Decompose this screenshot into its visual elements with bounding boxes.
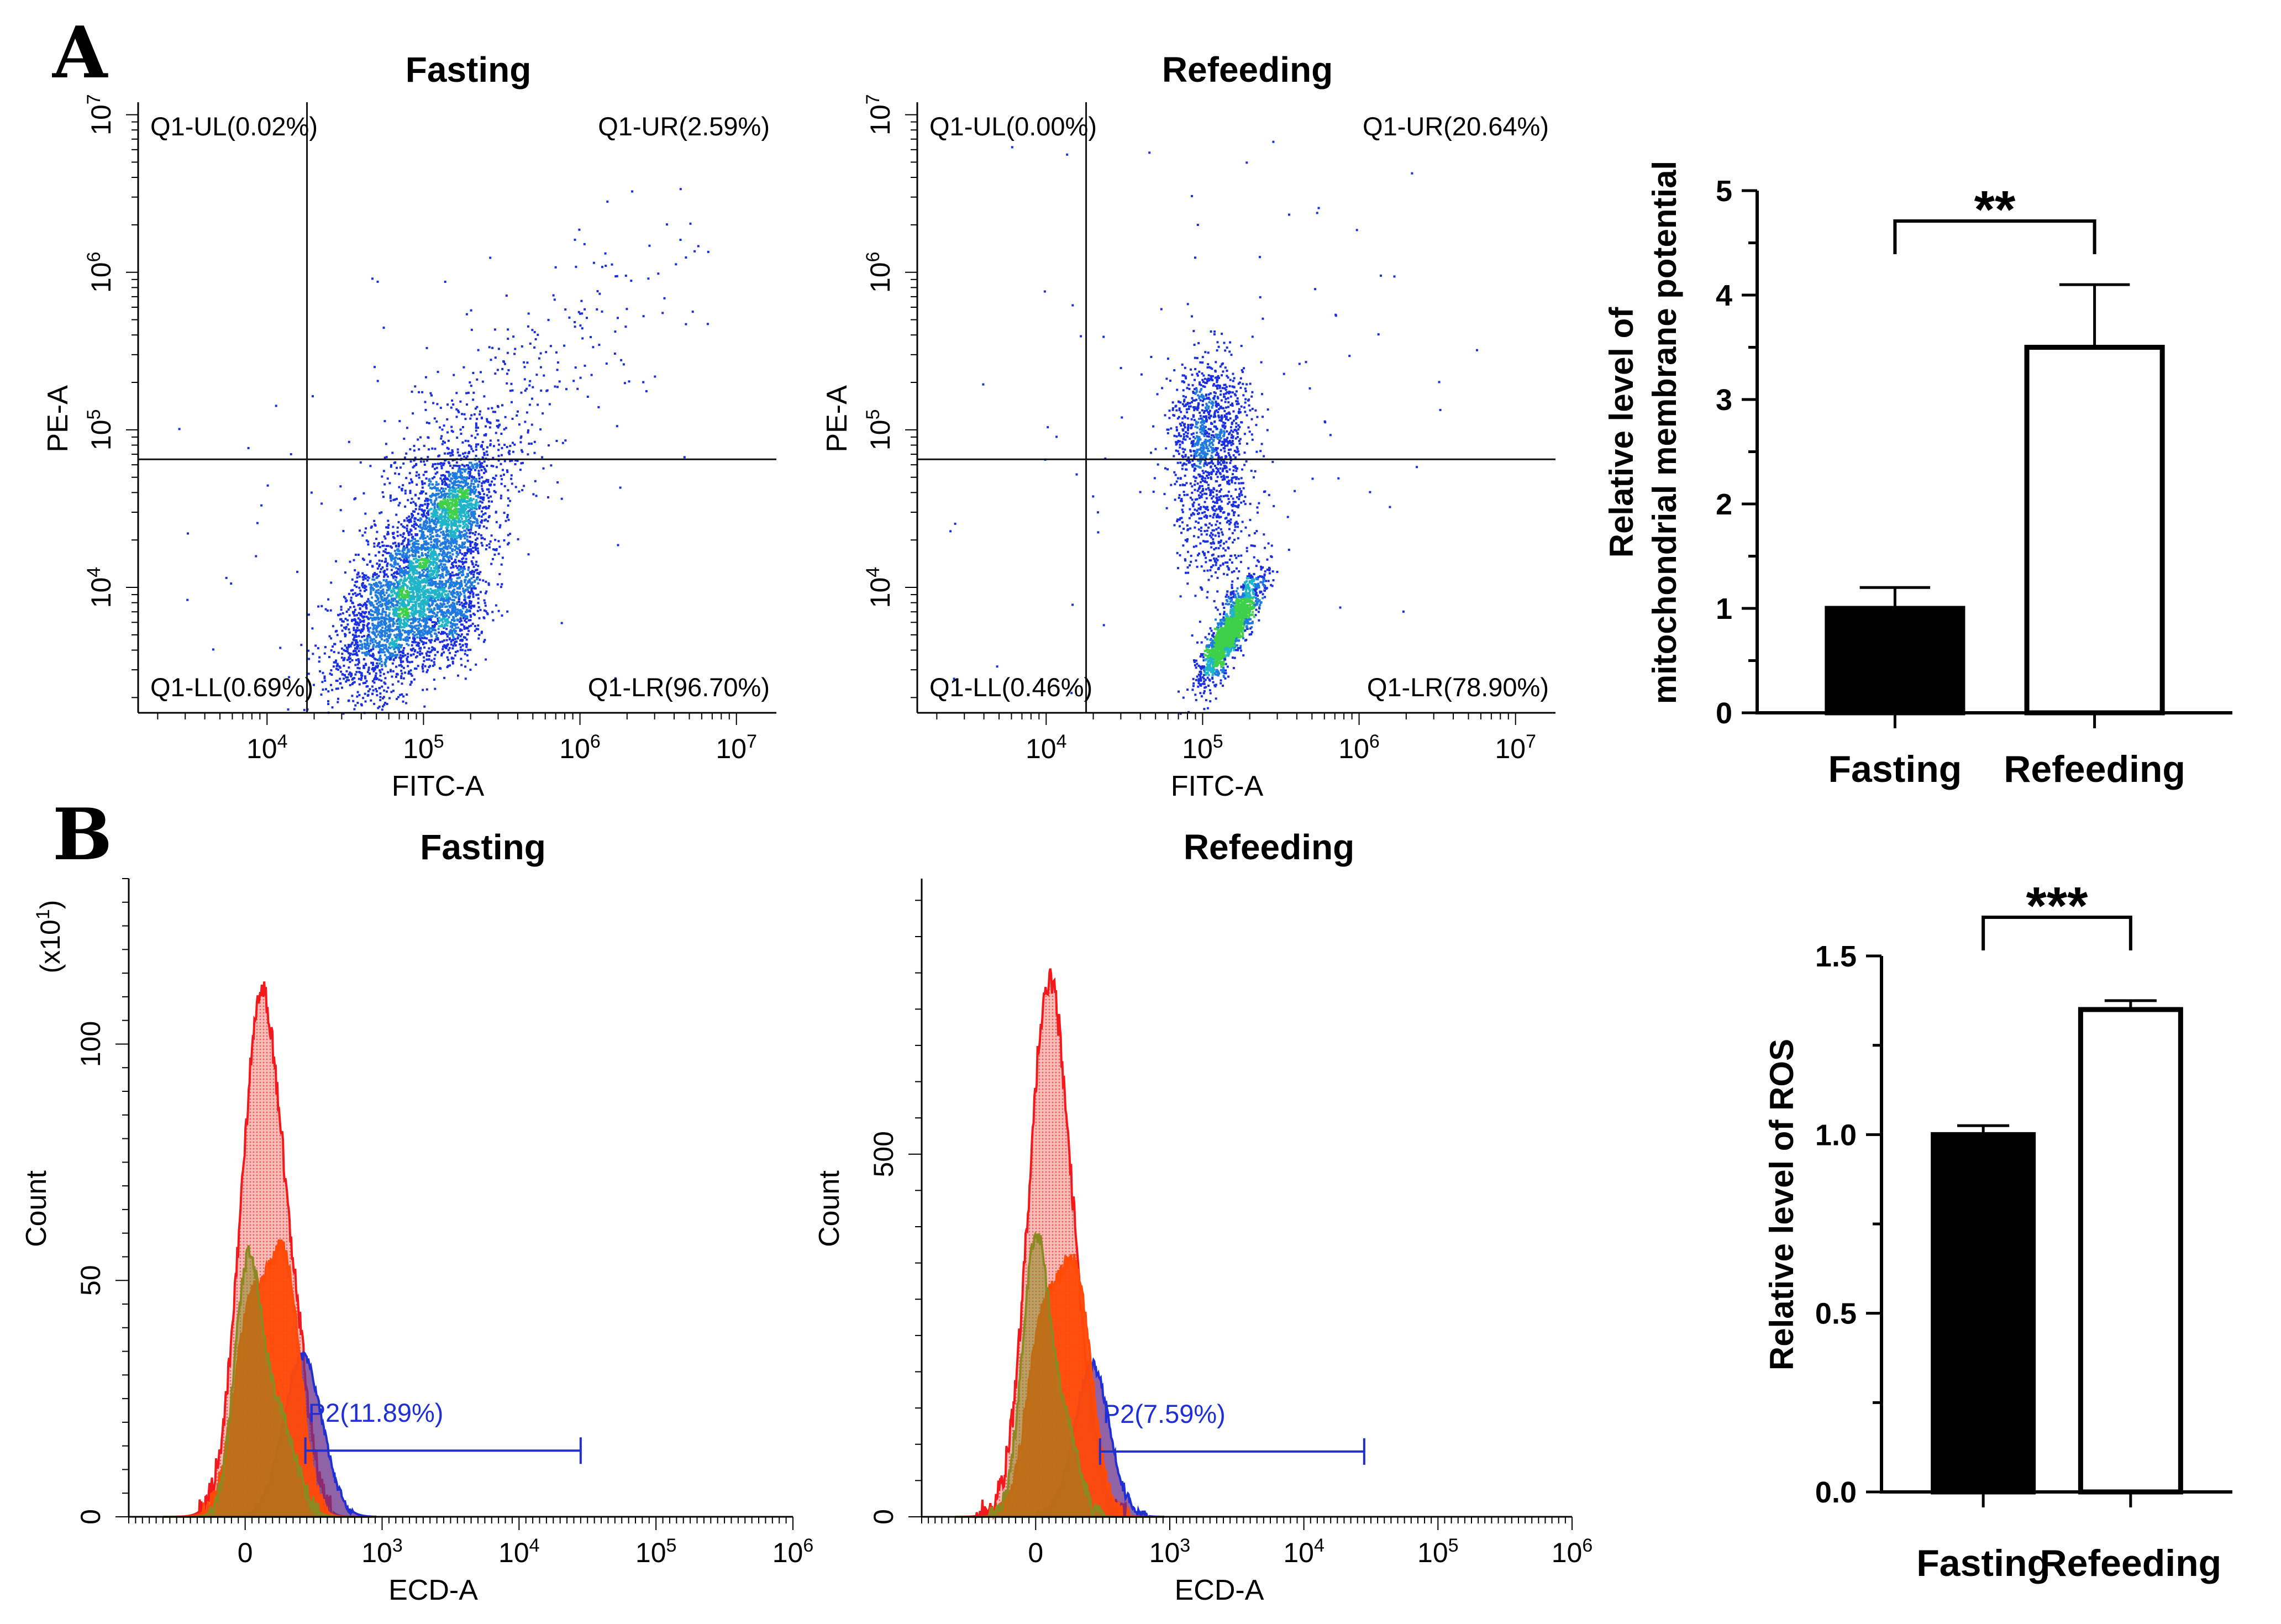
tick-label: 105 xyxy=(635,1535,677,1568)
tick-label: 104 xyxy=(83,567,117,608)
tick-label: 106 xyxy=(559,731,601,764)
gate-p2-label: P2(7.59%) xyxy=(1103,1399,1226,1428)
tick-label: 106 xyxy=(83,251,117,293)
y-tick-label: 100 xyxy=(75,1021,106,1067)
category-label: Fasting xyxy=(1916,1542,2050,1584)
y-axis-label: Count xyxy=(813,1170,845,1247)
y-tick-label: 50 xyxy=(75,1265,106,1296)
quadrant-label-ur: Q1-UR(2.59%) xyxy=(598,112,770,141)
y-tick-label: 3 xyxy=(1716,383,1732,417)
x-axis-label: FITC-A xyxy=(1171,770,1264,802)
y-axis-label: PE-A xyxy=(821,385,853,453)
tick-label: 105 xyxy=(83,409,117,451)
y-tick-label: 1 xyxy=(1716,592,1732,626)
y-tick-label: 0.5 xyxy=(1815,1297,1857,1331)
quadrant-label-ur: Q1-UR(20.64%) xyxy=(1363,112,1549,141)
category-label: Fasting xyxy=(1828,748,1962,790)
quadrant-label-ul: Q1-UL(0.02%) xyxy=(150,112,318,141)
bar-refeeding xyxy=(2078,1007,2183,1495)
category-label: Refeeding xyxy=(2004,748,2185,790)
y-axis-multiplier: (x101) xyxy=(33,900,66,974)
scatter-fasting-mmp: A Fasting 104 105 106 107 104 105 106 107 FITC-A PE… xyxy=(42,12,776,802)
tick-label: 105 xyxy=(1417,1535,1459,1568)
y-tick-label: 2 xyxy=(1716,488,1732,521)
histogram-fasting-ros: B Fasting 0 50 100 0 103 104 105 106 ECD-A Count (x1… xyxy=(20,793,813,1606)
y-axis-label: Relative level of ROS xyxy=(1763,1039,1800,1370)
x-axis-label: FITC-A xyxy=(392,770,485,802)
y-axis-label: mitochondrial membrane potential xyxy=(1646,161,1683,704)
tick-label: 107 xyxy=(83,94,117,135)
tick-label: 105 xyxy=(863,409,896,451)
y-tick-label: 0.0 xyxy=(1815,1476,1857,1509)
tick-label: 104 xyxy=(246,731,288,764)
quadrant-label-ll: Q1-LL(0.69%) xyxy=(150,672,313,702)
bar-fasting xyxy=(1931,1132,2036,1495)
tick-label: 0 xyxy=(1028,1537,1043,1568)
tick-label: 104 xyxy=(1283,1535,1325,1568)
event-dots xyxy=(949,140,1478,715)
plot-title: Refeeding xyxy=(1184,827,1354,867)
plot-title: Fasting xyxy=(420,827,546,867)
axis-ticks xyxy=(908,900,1573,1530)
tick-label: 103 xyxy=(1149,1535,1191,1568)
tick-label: 0 xyxy=(238,1537,253,1568)
bar-refeeding xyxy=(2024,345,2165,716)
significance-bracket xyxy=(1893,219,2096,254)
bar-chart-mmp: 0 1 2 3 4 5 Relative level of mitochondrial mem… xyxy=(1603,161,2232,790)
y-tick-label: 4 xyxy=(1716,279,1732,312)
tick-label: 104 xyxy=(498,1535,540,1568)
significance-marker: *** xyxy=(2026,876,2088,935)
y-axis-label: PE-A xyxy=(42,385,74,453)
tick-label: 106 xyxy=(772,1535,814,1568)
x-axis-label: ECD-A xyxy=(1175,1574,1264,1606)
y-tick-label: 0 xyxy=(75,1509,106,1525)
tick-label: 107 xyxy=(1495,731,1536,764)
quadrant-label-lr: Q1-LR(78.90%) xyxy=(1367,672,1549,702)
significance-bracket xyxy=(1982,916,2132,950)
tick-label: 106 xyxy=(863,251,896,293)
plot-title: Fasting xyxy=(406,50,532,90)
quadrant-label-lr: Q1-LR(96.70%) xyxy=(588,672,770,702)
tick-label: 103 xyxy=(361,1535,403,1568)
y-axis-label: Relative level of xyxy=(1603,307,1640,558)
scatter-refeeding-mmp: Refeeding 104 105 106 107 104 105 106 107 FITC-A P… xyxy=(821,50,1555,802)
histogram-refeeding-ros: Refeeding 0 500 0 103 104 105 106 ECD-A Count P2(7… xyxy=(813,827,1593,1606)
x-axis-label: ECD-A xyxy=(388,1574,478,1606)
tick-label: 105 xyxy=(403,731,444,764)
axis-ticks xyxy=(126,114,737,725)
significance-marker: ** xyxy=(1974,180,2016,239)
gate-p2-label: P2(11.89%) xyxy=(308,1398,444,1427)
tick-label: 106 xyxy=(1552,1535,1593,1568)
y-tick-label: 500 xyxy=(868,1131,899,1177)
panel-letter: A xyxy=(52,12,108,94)
panel-letter: B xyxy=(52,793,112,876)
tick-label: 105 xyxy=(1182,731,1223,764)
y-axis-label: Count xyxy=(20,1170,52,1247)
axis-ticks xyxy=(905,114,1516,725)
axis-ticks xyxy=(115,878,793,1530)
y-tick-label: 0 xyxy=(1716,697,1732,730)
bar-chart-ros: 0.0 0.5 1.0 1.5 Relative level of ROS Fasting… xyxy=(1763,876,2232,1584)
category-label: Refeeding xyxy=(2040,1542,2221,1584)
quadrant-label-ll: Q1-LL(0.46%) xyxy=(929,672,1092,702)
y-tick-label: 5 xyxy=(1716,175,1732,208)
tick-label: 104 xyxy=(863,567,896,608)
y-tick-label: 1.5 xyxy=(1815,940,1857,973)
y-tick-label: 0 xyxy=(868,1509,899,1525)
y-tick-label: 1.0 xyxy=(1815,1118,1857,1152)
event-dots xyxy=(178,188,709,715)
plot-title: Refeeding xyxy=(1162,50,1333,90)
bar-fasting xyxy=(1825,606,1965,716)
tick-label: 107 xyxy=(863,94,896,135)
tick-label: 106 xyxy=(1338,731,1380,764)
quadrant-label-ul: Q1-UL(0.00%) xyxy=(929,112,1097,141)
tick-label: 107 xyxy=(716,731,757,764)
tick-label: 104 xyxy=(1026,731,1067,764)
